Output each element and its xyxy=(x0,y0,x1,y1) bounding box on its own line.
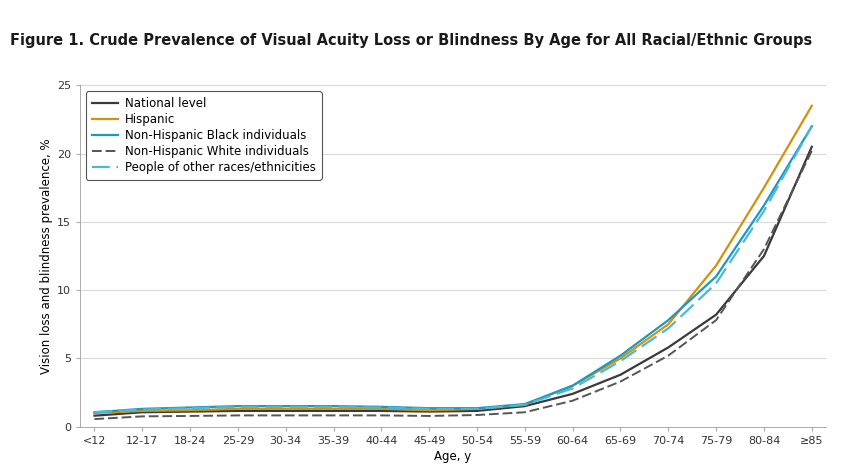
People of other races/ethnicities xyxy=(807,123,817,129)
People of other races/ethnicities xyxy=(376,405,386,410)
Non-Hispanic Black individuals xyxy=(185,405,195,410)
Non-Hispanic White individuals xyxy=(807,148,817,154)
Hispanic xyxy=(807,103,817,109)
Non-Hispanic White individuals xyxy=(520,410,530,415)
Hispanic xyxy=(185,407,195,413)
Hispanic xyxy=(329,406,339,412)
People of other races/ethnicities xyxy=(137,407,148,412)
People of other races/ethnicities xyxy=(663,326,674,331)
Non-Hispanic Black individuals xyxy=(137,406,148,412)
Non-Hispanic White individuals xyxy=(185,413,195,419)
Non-Hispanic White individuals xyxy=(472,412,482,418)
Non-Hispanic White individuals xyxy=(424,413,434,419)
Line: Non-Hispanic Black individuals: Non-Hispanic Black individuals xyxy=(94,126,812,412)
National level xyxy=(807,144,817,150)
Non-Hispanic Black individuals xyxy=(663,317,674,323)
National level xyxy=(711,312,722,318)
Non-Hispanic Black individuals xyxy=(520,401,530,407)
Non-Hispanic Black individuals xyxy=(615,353,626,358)
Non-Hispanic Black individuals xyxy=(424,405,434,411)
Non-Hispanic White individuals xyxy=(759,246,769,252)
Non-Hispanic White individuals xyxy=(663,353,674,358)
Non-Hispanic White individuals xyxy=(615,379,626,384)
Non-Hispanic Black individuals xyxy=(711,273,722,279)
Non-Hispanic White individuals xyxy=(567,398,577,403)
National level xyxy=(424,409,434,414)
Line: Hispanic: Hispanic xyxy=(94,106,812,413)
National level xyxy=(759,253,769,259)
Non-Hispanic Black individuals xyxy=(233,403,243,409)
Line: National level: National level xyxy=(94,147,812,416)
Non-Hispanic Black individuals xyxy=(329,403,339,409)
People of other races/ethnicities xyxy=(567,385,577,391)
Hispanic xyxy=(233,406,243,412)
National level xyxy=(137,410,148,415)
Y-axis label: Vision loss and blindness prevalence, %: Vision loss and blindness prevalence, % xyxy=(40,138,53,374)
Hispanic xyxy=(615,356,626,361)
Non-Hispanic Black individuals xyxy=(376,404,386,410)
People of other races/ethnicities xyxy=(185,405,195,411)
People of other races/ethnicities xyxy=(615,358,626,364)
People of other races/ethnicities xyxy=(711,281,722,286)
Non-Hispanic Black individuals xyxy=(567,383,577,389)
Non-Hispanic White individuals xyxy=(89,416,99,422)
Hispanic xyxy=(376,406,386,412)
Line: People of other races/ethnicities: People of other races/ethnicities xyxy=(94,126,812,412)
People of other races/ethnicities xyxy=(329,404,339,410)
Non-Hispanic White individuals xyxy=(233,412,243,418)
People of other races/ethnicities xyxy=(89,410,99,415)
Non-Hispanic Black individuals xyxy=(472,405,482,411)
Hispanic xyxy=(281,406,291,412)
Hispanic xyxy=(567,383,577,389)
People of other races/ethnicities xyxy=(520,402,530,408)
Non-Hispanic White individuals xyxy=(711,317,722,323)
Hispanic xyxy=(137,408,148,414)
Hispanic xyxy=(472,406,482,412)
National level xyxy=(472,408,482,414)
Non-Hispanic White individuals xyxy=(376,412,386,418)
National level xyxy=(567,391,577,397)
National level xyxy=(185,409,195,414)
Line: Non-Hispanic White individuals: Non-Hispanic White individuals xyxy=(94,151,812,419)
National level xyxy=(233,408,243,414)
Hispanic xyxy=(663,321,674,327)
Hispanic xyxy=(89,410,99,416)
Hispanic xyxy=(711,263,722,268)
National level xyxy=(376,408,386,414)
People of other races/ethnicities xyxy=(281,404,291,410)
National level xyxy=(329,408,339,414)
Hispanic xyxy=(759,185,769,191)
People of other races/ethnicities xyxy=(233,404,243,410)
People of other races/ethnicities xyxy=(424,406,434,412)
Non-Hispanic Black individuals xyxy=(807,123,817,129)
Non-Hispanic White individuals xyxy=(281,412,291,418)
National level xyxy=(281,408,291,414)
Non-Hispanic Black individuals xyxy=(89,410,99,415)
National level xyxy=(89,413,99,419)
X-axis label: Age, y: Age, y xyxy=(434,450,472,463)
Non-Hispanic White individuals xyxy=(137,413,148,419)
People of other races/ethnicities xyxy=(759,208,769,214)
Legend: National level, Hispanic, Non-Hispanic Black individuals, Non-Hispanic White ind: National level, Hispanic, Non-Hispanic B… xyxy=(86,91,322,180)
People of other races/ethnicities xyxy=(472,406,482,412)
Text: Figure 1. Crude Prevalence of Visual Acuity Loss or Blindness By Age for All Rac: Figure 1. Crude Prevalence of Visual Acu… xyxy=(10,33,813,48)
National level xyxy=(663,345,674,350)
National level xyxy=(520,403,530,409)
Non-Hispanic White individuals xyxy=(329,412,339,418)
National level xyxy=(615,372,626,378)
Hispanic xyxy=(424,407,434,413)
Non-Hispanic Black individuals xyxy=(281,403,291,409)
Non-Hispanic Black individuals xyxy=(759,202,769,208)
Hispanic xyxy=(520,402,530,408)
